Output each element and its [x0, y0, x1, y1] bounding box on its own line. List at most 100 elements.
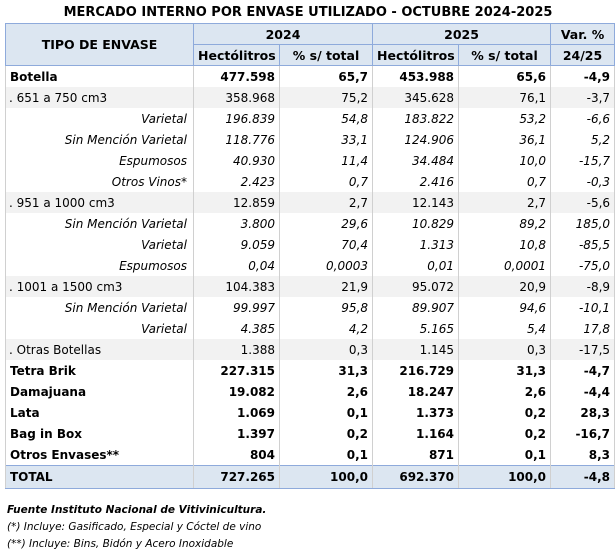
header-var-line1: Var. %	[550, 23, 616, 45]
var-pct: 8,3	[550, 444, 616, 466]
hectolitros-2024: 12.859	[193, 192, 280, 213]
var-pct: -8,9	[550, 276, 616, 297]
total-label: TOTAL	[5, 465, 194, 489]
table-row: Damajuana 19.082 2,6 18.247 2,6 -4,4	[5, 381, 616, 402]
pct-total-2025: 2,6	[458, 381, 552, 402]
pct-total-2024: 29,6	[278, 213, 374, 234]
pct-total-2025: 76,1	[458, 87, 552, 108]
table-row: Varietal 196.839 54,8 183.822 53,2 -6,6	[5, 108, 616, 129]
hectolitros-2024: 1.397	[193, 423, 280, 444]
pct-total-2024: 0,1	[278, 444, 374, 466]
hectolitros-2025: 95.072	[372, 276, 460, 297]
var-pct: -10,1	[550, 297, 616, 318]
var-pct: -6,6	[550, 108, 616, 129]
row-label: Varietal	[5, 234, 194, 255]
pct-total-2025: 20,9	[458, 276, 552, 297]
row-label: Sin Mención Varietal	[5, 129, 194, 150]
hectolitros-2024: 0,04	[193, 255, 280, 276]
hectolitros-2024: 9.059	[193, 234, 280, 255]
hectolitros-2025: 453.988	[372, 65, 460, 87]
row-label: Varietal	[5, 108, 194, 129]
header-pct-2024: % s/ total	[278, 44, 374, 66]
header-tipo-envase: TIPO DE ENVASE	[5, 23, 194, 66]
pct-total-2024: 0,3	[278, 339, 374, 360]
hectolitros-2025: 1.145	[372, 339, 460, 360]
hectolitros-2024: 196.839	[193, 108, 280, 129]
hectolitros-2025: 124.906	[372, 129, 460, 150]
var-pct: -5,6	[550, 192, 616, 213]
pct-total-2024: 0,1	[278, 402, 374, 423]
hectolitros-2025: 89.907	[372, 297, 460, 318]
hectolitros-2025: 1.313	[372, 234, 460, 255]
var-pct: 28,3	[550, 402, 616, 423]
row-label: . 1001 a 1500 cm3	[5, 276, 194, 297]
hectolitros-2025: 10.829	[372, 213, 460, 234]
row-label: Damajuana	[5, 381, 194, 402]
row-label: . 651 a 750 cm3	[5, 87, 194, 108]
footnote-otros-envases: (**) Incluye: Bins, Bidón y Acero Inoxid…	[7, 538, 234, 550]
table-row: Varietal 9.059 70,4 1.313 10,8 -85,5	[5, 234, 616, 255]
hectolitros-2024: 99.997	[193, 297, 280, 318]
pct-total-2025: 0,0001	[458, 255, 552, 276]
table-row: Sin Mención Varietal 3.800 29,6 10.829 89,2 1…	[5, 213, 616, 234]
var-pct: 185,0	[550, 213, 616, 234]
pct-total-2024: 2,6	[278, 381, 374, 402]
packaging-table: TIPO DE ENVASE 2024 2025 Var. % Hectólit…	[5, 23, 616, 489]
table-row: . Otras Botellas 1.388 0,3 1.145 0,3 -17,5	[5, 339, 616, 360]
table-row: . 951 a 1000 cm3 12.859 2,7 12.143 2,7 -5,6	[5, 192, 616, 213]
row-label: . 951 a 1000 cm3	[5, 192, 194, 213]
pct-total-2024: 33,1	[278, 129, 374, 150]
source-note: Fuente Instituto Nacional de Vitivinicul…	[7, 504, 267, 516]
hectolitros-2024: 358.968	[193, 87, 280, 108]
pct-total-2025: 94,6	[458, 297, 552, 318]
pct-total-2025: 5,4	[458, 318, 552, 339]
pct-total-2025: 10,0	[458, 150, 552, 171]
var-pct: -4,9	[550, 65, 616, 87]
total-pct-2025: 100,0	[458, 465, 552, 489]
hectolitros-2025: 1.164	[372, 423, 460, 444]
row-label: Bag in Box	[5, 423, 194, 444]
row-label: Sin Mención Varietal	[5, 297, 194, 318]
pct-total-2024: 11,4	[278, 150, 374, 171]
hectolitros-2025: 345.628	[372, 87, 460, 108]
pct-total-2024: 21,9	[278, 276, 374, 297]
row-label: Botella	[5, 65, 194, 87]
pct-total-2025: 10,8	[458, 234, 552, 255]
pct-total-2025: 31,3	[458, 360, 552, 381]
table-body: Botella 477.598 65,7 453.988 65,6 -4,9. 651 a…	[5, 65, 616, 489]
hectolitros-2024: 104.383	[193, 276, 280, 297]
header-year-2025: 2025	[372, 23, 552, 45]
table-row: Lata 1.069 0,1 1.373 0,2 28,3	[5, 402, 616, 423]
row-label: Lata	[5, 402, 194, 423]
table-row: Otros Vinos* 2.423 0,7 2.416 0,7 -0,3	[5, 171, 616, 192]
table-row: . 1001 a 1500 cm3 104.383 21,9 95.072 20,9 -8…	[5, 276, 616, 297]
pct-total-2025: 0,7	[458, 171, 552, 192]
row-label: Sin Mención Varietal	[5, 213, 194, 234]
pct-total-2024: 95,8	[278, 297, 374, 318]
var-pct: -85,5	[550, 234, 616, 255]
hectolitros-2024: 4.385	[193, 318, 280, 339]
header-year-2024: 2024	[192, 23, 374, 45]
var-pct: -3,7	[550, 87, 616, 108]
hectolitros-2024: 19.082	[193, 381, 280, 402]
var-pct: -15,7	[550, 150, 616, 171]
table-row: . 651 a 750 cm3 358.968 75,2 345.628 76,1 -3,…	[5, 87, 616, 108]
row-label: Espumosos	[5, 255, 194, 276]
table-row: Espumosos 40.930 11,4 34.484 10,0 -15,7	[5, 150, 616, 171]
table-row: Sin Mención Varietal 99.997 95,8 89.907 94,6…	[5, 297, 616, 318]
hectolitros-2025: 34.484	[372, 150, 460, 171]
footnote-otros-vinos: (*) Incluye: Gasificado, Especial y Cóct…	[7, 521, 262, 533]
hectolitros-2025: 2.416	[372, 171, 460, 192]
pct-total-2024: 75,2	[278, 87, 374, 108]
hectolitros-2025: 5.165	[372, 318, 460, 339]
table-row: Otros Envases** 804 0,1 871 0,1 8,3	[5, 444, 616, 466]
pct-total-2025: 65,6	[458, 65, 552, 87]
total-hectolitros-2024: 727.265	[193, 465, 280, 489]
pct-total-2024: 65,7	[278, 65, 374, 87]
pct-total-2024: 0,7	[278, 171, 374, 192]
pct-total-2025: 2,7	[458, 192, 552, 213]
hectolitros-2024: 1.388	[193, 339, 280, 360]
var-pct: -75,0	[550, 255, 616, 276]
hectolitros-2024: 1.069	[193, 402, 280, 423]
table-row: Botella 477.598 65,7 453.988 65,6 -4,9	[5, 65, 616, 87]
